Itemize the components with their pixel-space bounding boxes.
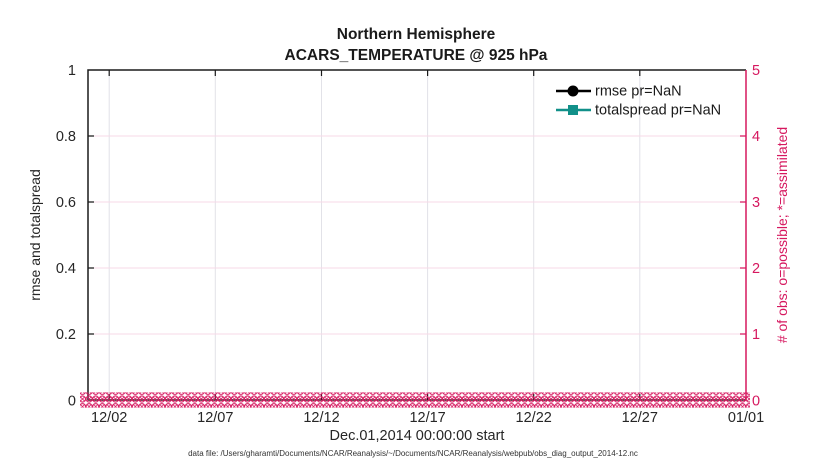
data-file-path: data file: /Users/gharamti/Documents/NCA…	[188, 449, 638, 458]
right-tick-label: 5	[752, 63, 760, 79]
figure-subtitle: ACARS_TEMPERATURE @ 925 hPa	[285, 47, 548, 64]
figure-title: Northern Hemisphere	[337, 26, 496, 43]
left-tick-label: 0.6	[56, 195, 76, 211]
legend-totalspread-square-marker	[568, 105, 578, 115]
left-tick-label: 0.2	[56, 327, 76, 343]
x-axis-label: Dec.01,2014 00:00:00 start	[330, 428, 505, 444]
right-tick-label: 0	[752, 394, 760, 410]
legend-rmse-label: rmse pr=NaN	[595, 84, 682, 100]
legend-totalspread-label: totalspread pr=NaN	[595, 103, 721, 119]
left-y-axis-label: rmse and totalspread	[27, 169, 43, 301]
x-tick-label: 12/07	[197, 410, 233, 426]
right-tick-label: 4	[752, 129, 760, 145]
left-tick-label: 1	[68, 63, 76, 79]
horizontal-gridlines	[88, 135, 746, 335]
right-axis-ticks	[740, 135, 746, 335]
x-axis-tick-labels: 12/02 12/07 12/12 12/17 12/22 12/27 01/0…	[91, 410, 764, 426]
x-tick-label: 12/27	[622, 410, 658, 426]
legend: rmse pr=NaN totalspread pr=NaN	[556, 84, 721, 119]
left-tick-label: 0.8	[56, 129, 76, 145]
obs-count-marker-band	[80, 392, 750, 408]
x-tick-label: 12/17	[409, 410, 445, 426]
x-tick-label: 12/22	[516, 410, 552, 426]
right-tick-label: 3	[752, 195, 760, 211]
left-tick-label: 0	[68, 394, 76, 410]
left-tick-label: 0.4	[56, 261, 76, 277]
x-axis-ticks	[108, 70, 641, 400]
x-tick-label: 12/02	[91, 410, 127, 426]
axes-box-dark	[87, 69, 746, 401]
legend-rmse-circle-marker	[567, 85, 579, 97]
right-y-axis-label: # of obs: o=possible; *=assimilated	[774, 127, 790, 343]
x-tick-label: 12/12	[303, 410, 339, 426]
right-axis-tick-labels: 0 1 2 3 4 5	[752, 63, 760, 410]
right-tick-label: 1	[752, 327, 760, 343]
left-axis-ticks	[88, 135, 94, 335]
vertical-gridlines	[108, 70, 641, 400]
left-axis-tick-labels: 0 0.2 0.4 0.6 0.8 1	[56, 63, 76, 410]
x-tick-label: 01/01	[728, 410, 764, 426]
right-tick-label: 2	[752, 261, 760, 277]
